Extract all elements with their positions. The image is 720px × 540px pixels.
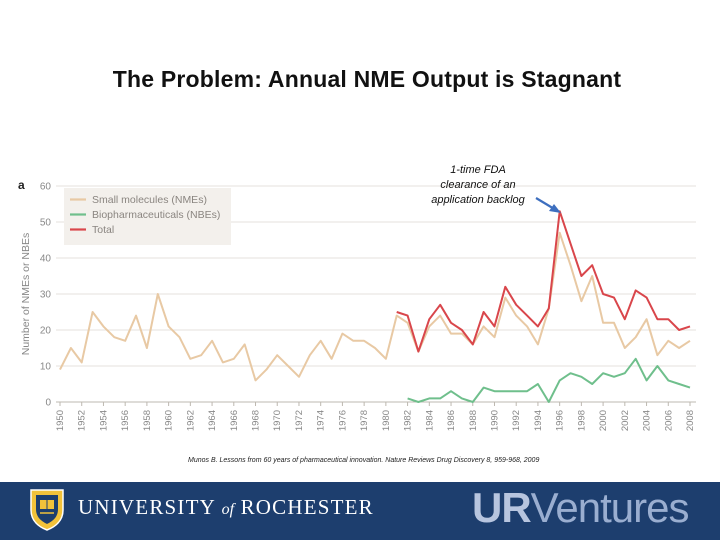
university-seal-icon — [30, 489, 64, 531]
x-tick-label: 1958 — [142, 410, 153, 431]
x-tick-label: 1990 — [489, 410, 500, 431]
x-tick-label: 2004 — [642, 410, 653, 431]
x-tick-label: 1980 — [381, 410, 392, 431]
x-tick-label: 2006 — [663, 410, 674, 431]
annotation-line-2: clearance of an — [440, 179, 516, 191]
x-tick-label: 1972 — [294, 410, 305, 431]
legend-entry: Total — [92, 224, 114, 236]
y-axis: 0 10 20 30 40 50 60 Number of NMEs or NBEs — [20, 182, 51, 409]
y-tick-label: 30 — [40, 290, 52, 301]
x-tick-label: 1996 — [555, 410, 566, 431]
x-tick-label: 1966 — [229, 410, 240, 431]
series-line — [59, 231, 691, 382]
x-tick-label: 1962 — [185, 410, 196, 431]
x-tick-label: 1952 — [77, 410, 88, 431]
x-tick-label: 2000 — [598, 410, 609, 431]
y-tick-label: 40 — [40, 254, 52, 265]
x-tick-label: 1986 — [446, 410, 457, 431]
y-tick-label: 50 — [40, 218, 52, 229]
y-tick-label: 0 — [45, 398, 51, 409]
x-tick-label: 1950 — [55, 410, 66, 431]
x-tick-label: 1976 — [337, 410, 348, 431]
annotation-arrow-head — [549, 204, 561, 213]
x-tick-label: 1964 — [207, 410, 218, 431]
x-tick-label: 1974 — [316, 410, 327, 431]
annotation-arrow — [535, 197, 561, 213]
annotation-line-3: application backlog — [431, 194, 525, 206]
urventures-logo: URVentures — [472, 484, 690, 532]
chart-series — [59, 210, 691, 403]
series-line — [407, 357, 691, 403]
x-tick-label: 2002 — [620, 410, 631, 431]
annotation-line-1: 1-time FDA — [450, 164, 506, 176]
university-word-1: UNIVERSITY — [78, 495, 216, 519]
x-tick-label: 1968 — [251, 410, 262, 431]
x-tick-label: 2008 — [685, 410, 696, 431]
y-tick-label: 10 — [40, 362, 52, 373]
university-word-of: of — [221, 501, 235, 518]
chart-annotation: 1-time FDA clearance of an application b… — [418, 163, 538, 208]
x-tick-label: 1956 — [120, 410, 131, 431]
source-citation: Munos B. Lessons from 60 years of pharma… — [188, 457, 540, 464]
y-axis-label: Number of NMEs or NBEs — [20, 233, 32, 356]
x-tick-label: 1988 — [468, 410, 479, 431]
x-tick-label: 1998 — [576, 410, 587, 431]
university-wordmark: UNIVERSITY of ROCHESTER — [78, 495, 374, 520]
line-chart: 0 10 20 30 40 50 60 Number of NMEs or NBEs 1950… — [20, 182, 696, 431]
x-tick-label: 1954 — [98, 410, 109, 431]
legend-entry: Biopharmaceuticals (NBEs) — [92, 209, 220, 221]
legend-box — [64, 188, 231, 245]
x-tick-label: 1984 — [424, 410, 435, 431]
x-tick-label: 1992 — [511, 410, 522, 431]
series-line — [396, 210, 691, 353]
urventures-logo-ur: UR — [472, 484, 532, 531]
urventures-logo-rest: Ventures — [530, 484, 690, 531]
x-tick-label: 1994 — [533, 410, 544, 431]
y-tick-label: 60 — [40, 182, 52, 193]
footer-bar — [0, 482, 720, 540]
chart-panel-letter: a — [18, 178, 25, 192]
slide-title: The Problem: Annual NME Output is Stagna… — [112, 66, 622, 92]
x-axis: 1950 1952 1954 1956 1958 1960 1962 1964 1966 1968… — [55, 401, 696, 431]
legend-entry: Small molecules (NMEs) — [92, 194, 207, 206]
university-word-2: ROCHESTER — [240, 495, 374, 519]
y-tick-label: 20 — [40, 326, 52, 337]
x-tick-label: 1960 — [164, 410, 175, 431]
x-tick-label: 1978 — [359, 410, 370, 431]
x-tick-label: 1982 — [403, 410, 414, 431]
chart-legend: Small molecules (NMEs) Biopharmaceuticals… — [64, 188, 231, 245]
x-tick-label: 1970 — [272, 410, 283, 431]
